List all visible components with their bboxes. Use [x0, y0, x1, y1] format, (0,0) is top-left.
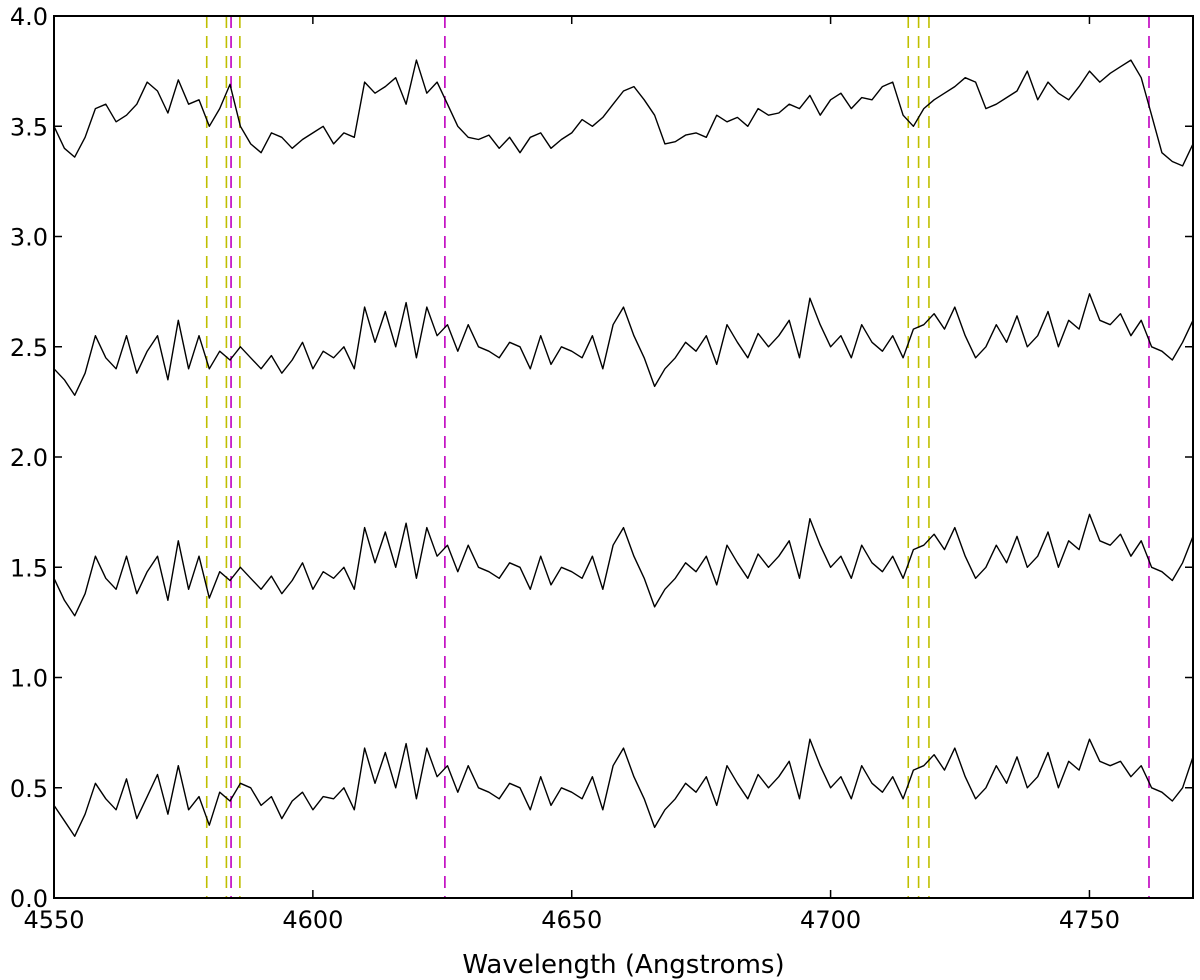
y-tick-label: 0.5	[10, 775, 48, 803]
spectrum-lines	[53, 59, 1194, 837]
x-tick-label: 4550	[23, 906, 84, 934]
spectrum-line-4	[53, 738, 1194, 837]
spectrum-line-3	[53, 513, 1194, 617]
plot-frame	[53, 15, 1194, 899]
y-tick-label: 3.5	[10, 113, 48, 141]
x-tick-label: 4750	[1059, 906, 1120, 934]
y-tick-label: 3.0	[10, 224, 48, 252]
spectrum-line-2	[53, 293, 1194, 396]
y-tick-label: 1.0	[10, 665, 48, 693]
x-axis-title: Wavelength (Angstroms)	[462, 950, 784, 980]
y-tick-label: 4.0	[10, 3, 48, 31]
x-tick-label: 4700	[800, 906, 861, 934]
reference-lines	[205, 16, 1150, 898]
x-tick-label: 4650	[541, 906, 602, 934]
y-tick-label: 2.0	[10, 444, 48, 472]
spectrum-line-1	[53, 59, 1194, 167]
y-tick-label: 2.5	[10, 334, 48, 362]
y-tick-label: 1.5	[10, 554, 48, 582]
y-tick-label: 0.0	[10, 885, 48, 913]
x-axis: 4550 4600 4650 4700 4750	[23, 16, 1120, 934]
y-axis: 0.0 0.5 1.0 1.5 2.0 2.5 3.0 3.5 4.0	[10, 3, 1193, 913]
x-tick-label: 4600	[282, 906, 343, 934]
